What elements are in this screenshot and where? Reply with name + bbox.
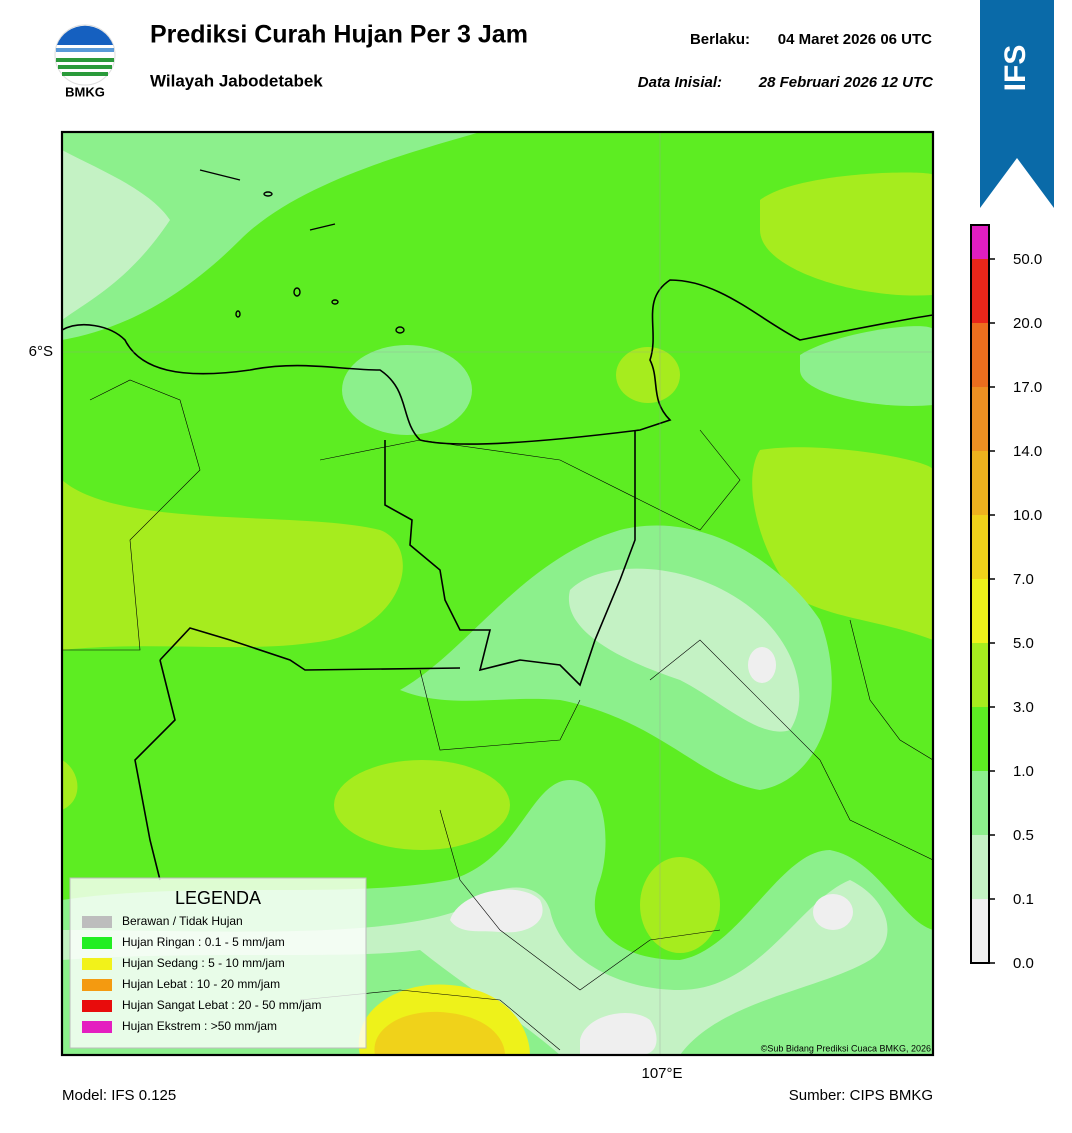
- colorbar-tick-label: 10.0: [1013, 507, 1042, 524]
- colorbar-tick-label: 50.0: [1013, 251, 1042, 268]
- legend-box: [69, 877, 367, 1049]
- legend-label: Hujan Ringan : 0.1 - 5 mm/jam: [122, 935, 285, 949]
- legend-label: Hujan Ekstrem : >50 mm/jam: [122, 1019, 277, 1033]
- badge-text: IFS: [999, 45, 1032, 92]
- colorbar-tick-label: 1.0: [1013, 763, 1034, 780]
- colorbar-tick-label: 0.0: [1013, 955, 1034, 972]
- colorbar-segment: [971, 387, 989, 451]
- init-time: 28 Februari 2026 12 UTC: [758, 74, 934, 91]
- init-label: Data Inisial:: [638, 74, 722, 91]
- colorbar-segment: [971, 515, 989, 579]
- valid-label: Berlaku:: [690, 31, 750, 48]
- colorbar-tick-label: 17.0: [1013, 379, 1042, 396]
- title: Prediksi Curah Hujan Per 3 Jam: [150, 21, 528, 49]
- legend-label: Hujan Lebat : 10 - 20 mm/jam: [122, 977, 280, 991]
- colorbar-tick-label: 3.0: [1013, 699, 1034, 716]
- legend-swatch: [82, 1021, 112, 1033]
- colorbar-segment: [971, 771, 989, 835]
- colorbar-frame: [970, 224, 990, 964]
- lat-label: 6°S: [29, 343, 53, 360]
- badge: [980, 0, 1054, 208]
- legend: LEGENDA Berawan / Tidak Hujan Hujan Ringa…: [69, 877, 367, 1049]
- legend-swatch: [82, 916, 112, 928]
- colorbar-tick-label: 14.0: [1013, 443, 1042, 460]
- logo-text: BMKG: [65, 84, 105, 99]
- legend-label: Hujan Sedang : 5 - 10 mm/jam: [122, 956, 285, 970]
- colorbar-segment: [971, 451, 989, 515]
- colorbar-tick-label: 0.1: [1013, 891, 1034, 908]
- model: Model: IFS 0.125: [62, 1087, 176, 1104]
- valid-time: 04 Maret 2026 06 UTC: [778, 31, 932, 48]
- legend-label: Hujan Sangat Lebat : 20 - 50 mm/jam: [122, 998, 321, 1012]
- copyright: ©Sub Bidang Prediksi Cuaca BMKG, 2026: [761, 1043, 931, 1053]
- legend-swatch: [82, 979, 112, 991]
- colorbar-segment: [971, 225, 989, 259]
- colorbar-tick-label: 20.0: [1013, 315, 1042, 332]
- legend-label: Berawan / Tidak Hujan: [122, 914, 243, 928]
- lon-label: 107°E: [641, 1065, 682, 1082]
- subtitle: Wilayah Jabodetabek: [150, 71, 323, 90]
- colorbar-segment: [971, 643, 989, 707]
- colorbar-tick-label: 5.0: [1013, 635, 1034, 652]
- colorbar-segment: [971, 835, 989, 899]
- colorbar-tick-label: 0.5: [1013, 827, 1034, 844]
- legend-swatch: [82, 937, 112, 949]
- logo: BMKG: [54, 24, 116, 99]
- colorbar-tick-label: 7.0: [1013, 571, 1034, 588]
- map: [62, 132, 933, 1055]
- legend-swatch: [82, 958, 112, 970]
- legend-title: LEGENDA: [175, 888, 261, 908]
- colorbar-segment: [971, 323, 989, 387]
- colorbar: 0.0 0.1 0.5 1.0 3.0 5.0 7.0 10.0 14.0 17.0 20.0 50.…: [970, 224, 1042, 972]
- legend-swatch: [82, 1000, 112, 1012]
- colorbar-segment: [971, 579, 989, 643]
- colorbar-segment: [971, 259, 989, 323]
- source: Sumber: CIPS BMKG: [789, 1087, 933, 1104]
- colorbar-segment: [971, 899, 989, 963]
- map-frame: [60, 130, 935, 1057]
- colorbar-segment: [971, 707, 989, 771]
